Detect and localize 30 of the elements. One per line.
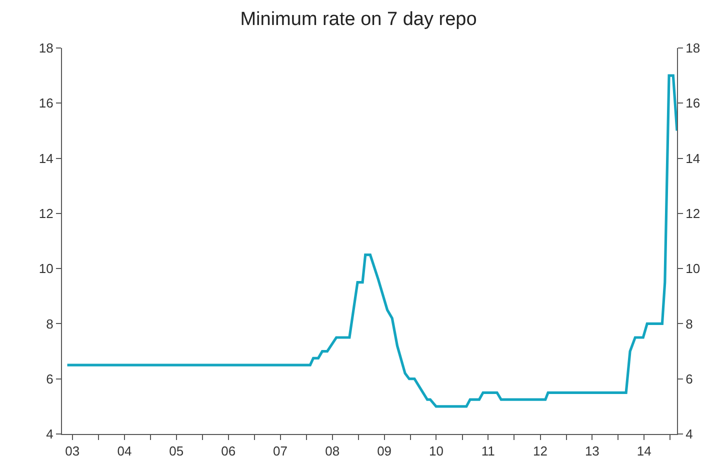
y-tick-label: 18	[38, 40, 54, 56]
y-tick-label: 4	[46, 426, 54, 442]
y2-tick-label: 10	[686, 261, 700, 276]
x-tick-label: 06	[221, 444, 236, 459]
chart-title: Minimum rate on 7 day repo	[240, 9, 477, 30]
x-tick-label: 10	[429, 444, 444, 459]
y2-tick-label: 18	[686, 40, 700, 56]
y-tick-label: 14	[38, 150, 54, 166]
y-tick-label: 6	[46, 371, 54, 386]
y2-tick-label: 14	[686, 150, 700, 166]
y2-tick-label: 4	[686, 426, 693, 442]
x-tick-label: 13	[584, 444, 600, 459]
x-tick-label: 05	[169, 444, 184, 459]
x-tick-label: 12	[533, 444, 548, 459]
y2-tick-label: 8	[686, 316, 693, 332]
y-tick-label: 10	[38, 261, 54, 276]
x-tick-label: 07	[273, 444, 288, 459]
y-tick-label: 12	[38, 206, 54, 221]
y2-tick-label: 16	[686, 96, 700, 111]
x-tick-label: 14	[636, 444, 652, 459]
x-tick-label: 08	[325, 444, 340, 459]
x-tick-label: 03	[65, 444, 80, 459]
x-tick-label: 11	[481, 444, 495, 459]
line-series	[66, 74, 677, 408]
x-tick-label: 04	[117, 444, 132, 459]
x-tick-label: 09	[377, 444, 392, 459]
y-tick-label: 16	[38, 96, 54, 111]
y2-tick-label: 12	[686, 206, 700, 221]
y2-tick-label: 6	[686, 371, 693, 386]
y-tick-label: 8	[46, 316, 54, 332]
